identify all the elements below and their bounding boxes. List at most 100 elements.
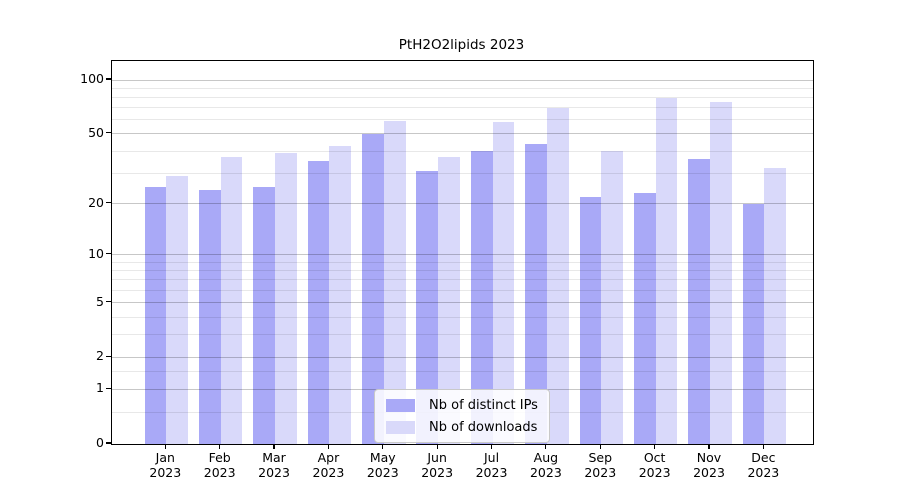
x-tick-mark [708,444,710,449]
bar-distinct-ips-nov [688,159,710,444]
x-tick-year: 2023 [312,465,345,480]
x-tick-month: Feb [208,450,231,465]
x-tick-month: Dec [751,450,776,465]
x-tick-mark [382,444,384,449]
gridline-minor [112,261,813,263]
bar-distinct-ips-oct [633,193,656,444]
x-tick-month: Aug [533,450,559,465]
y-tick-label: 0 [96,435,104,450]
x-tick-mark [599,444,601,449]
legend-swatch-downloads-icon [386,420,415,434]
x-tick-mark [164,444,166,449]
bar-downloads-oct [655,98,678,444]
gridline-minor [112,316,813,318]
x-tick-year: 2023 [421,465,454,480]
x-tick-label: Feb 2023 [204,450,236,480]
y-tick-mark [105,132,111,134]
x-tick-mark [490,444,493,449]
bar-downloads-dec [764,168,787,444]
bar-distinct-ips-jan [144,187,167,444]
gridline-major [112,133,813,135]
y-tick-mark [105,387,111,389]
y-tick-label: 50 [88,124,104,140]
gridline-minor [112,119,813,121]
x-tick-year: 2023 [149,465,182,480]
y-tick-mark [105,442,111,444]
x-tick-label: Apr 2023 [313,450,345,480]
x-tick-label: Dec 2023 [747,450,779,480]
y-tick-mark [105,78,111,80]
x-tick-month: Sep [588,450,613,465]
x-tick-year: 2023 [203,465,236,480]
gridline-minor [112,172,813,174]
bar-distinct-ips-feb [198,190,221,444]
x-tick-mark [545,444,547,449]
gridline-minor [112,290,813,292]
gridline-minor [112,150,813,152]
gridline-minor [112,270,813,272]
x-tick-mark [436,444,438,449]
x-tick-month: Mar [262,450,286,465]
bar-distinct-ips-dec [742,203,765,444]
x-tick-label: Jan 2023 [149,450,181,480]
x-tick-mark [327,444,329,449]
x-tick-label: Sep 2023 [584,450,616,480]
x-tick-month: Jan [155,450,175,465]
y-tick-label: 2 [96,348,104,364]
gridline-minor [112,279,813,281]
gridline-major [112,254,813,256]
x-tick-month: Jun [427,450,447,465]
bar-downloads-mar [275,153,297,444]
bar-distinct-ips-mar [253,187,276,444]
x-tick-label: Mar 2023 [258,450,290,480]
gridline-major [112,79,813,81]
y-tick-label: 5 [96,293,104,309]
bar-downloads-sep [601,151,623,444]
legend-label-downloads: Nb of downloads [429,419,538,435]
bar-downloads-jul [492,122,515,444]
y-tick-mark [105,355,111,357]
gridline-major [112,203,813,205]
y-tick-label: 20 [88,194,104,210]
x-tick-year: 2023 [638,465,671,480]
x-tick-month: Apr [317,450,340,465]
x-tick-month: Nov [696,450,722,465]
bar-distinct-ips-apr [307,161,330,444]
x-tick-year: 2023 [693,465,725,480]
bar-downloads-feb [220,157,243,444]
plot-area [111,60,814,445]
x-tick-mark [273,444,275,449]
y-tick-label: 10 [88,245,104,261]
legend-entry-downloads: Nb of downloads [386,418,538,436]
y-tick-mark [105,301,111,303]
y-tick-label: 1 [96,380,104,396]
gridline-minor [112,87,813,89]
x-tick-year: 2023 [258,465,290,480]
legend-entry-distinct-ips: Nb of distinct IPs [386,396,538,414]
x-tick-year: 2023 [366,465,399,480]
bar-distinct-ips-may [362,133,384,444]
bar-distinct-ips-jun [416,170,439,444]
legend-swatch-distinct-ips-icon [386,398,415,412]
gridline-major [112,356,813,358]
bar-distinct-ips-sep [579,196,602,444]
x-tick-mark [762,444,764,449]
x-tick-mark [219,444,221,449]
gridline-minor [112,334,813,336]
gridline-minor [112,96,813,98]
x-tick-year: 2023 [529,465,562,480]
y-tick-mark [105,202,111,204]
bar-downloads-jun [438,157,460,444]
gridline-minor [112,107,813,109]
y-tick-label: 100 [80,71,104,86]
legend-label-distinct-ips: Nb of distinct IPs [429,397,538,413]
x-tick-month: Oct [643,450,666,465]
x-tick-mark [654,444,656,449]
x-tick-year: 2023 [584,465,617,480]
x-tick-year: 2023 [475,465,508,480]
bar-downloads-nov [710,102,732,444]
x-tick-label: Nov 2023 [693,450,725,480]
x-tick-year: 2023 [747,465,780,480]
bar-downloads-apr [329,145,352,444]
